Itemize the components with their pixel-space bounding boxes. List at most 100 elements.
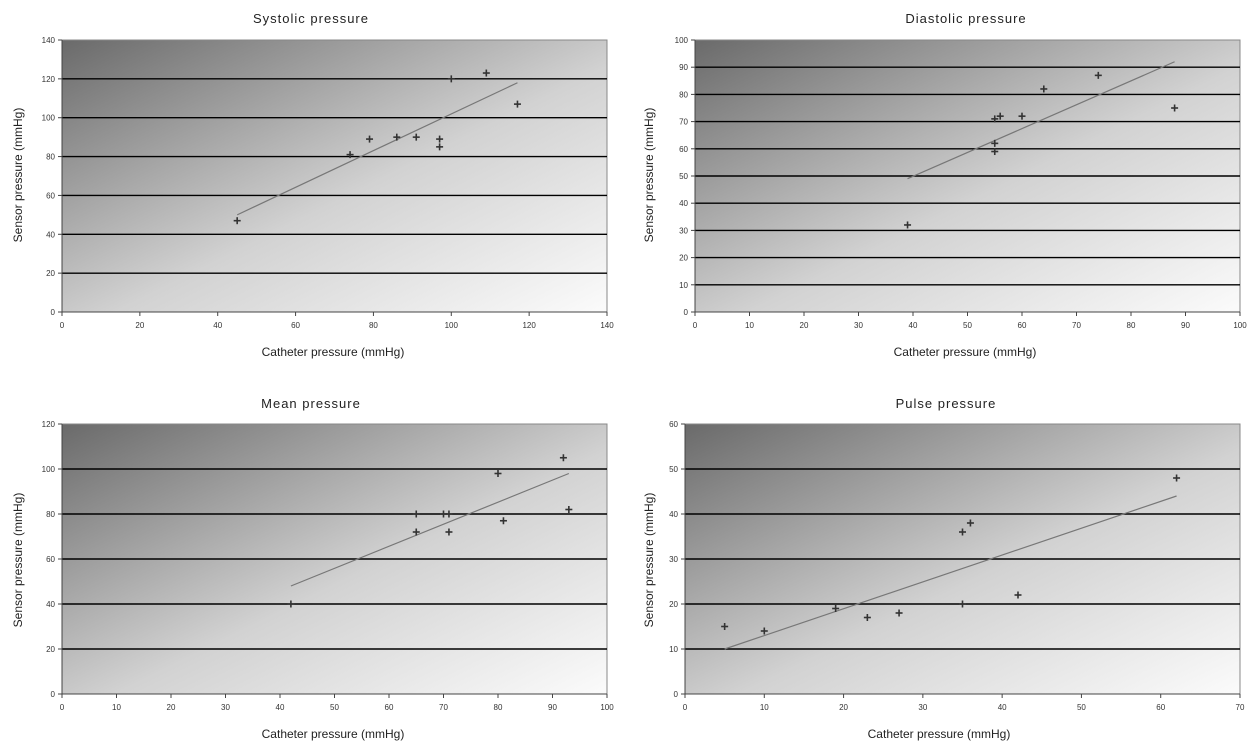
x-axis-label: Catheter pressure (mmHg): [262, 345, 405, 359]
data-point: [959, 528, 966, 536]
data-point: [1014, 591, 1022, 599]
x-tick-label: 20: [800, 321, 809, 330]
x-axis-label: Catheter pressure (mmHg): [894, 345, 1037, 359]
data-point: [494, 470, 502, 477]
x-tick-label: 90: [1181, 321, 1190, 330]
data-point: [513, 100, 521, 108]
x-tick-label: 70: [439, 703, 448, 712]
y-tick-label: 10: [669, 645, 678, 654]
y-tick-label: 40: [669, 510, 678, 519]
data-point: [895, 609, 903, 617]
data-point: [1040, 85, 1048, 93]
x-tick-label: 80: [1127, 321, 1136, 330]
y-tick-label: 120: [42, 75, 56, 84]
x-tick-label: 60: [291, 321, 300, 330]
data-point: [966, 519, 974, 527]
data-point: [412, 510, 420, 518]
x-tick-label: 0: [693, 321, 698, 330]
x-axis-label: Catheter pressure (mmHg): [868, 727, 1011, 741]
data-point: [832, 605, 840, 612]
data-point: [445, 510, 453, 518]
data-point: [559, 454, 567, 462]
data-point: [499, 517, 507, 525]
y-tick-label: 20: [669, 600, 678, 609]
x-tick-label: 100: [445, 321, 459, 330]
x-tick-label: 70: [1236, 703, 1245, 712]
y-tick-label: 60: [669, 420, 678, 429]
x-tick-label: 60: [385, 703, 394, 712]
x-tick-label: 40: [213, 321, 222, 330]
y-axis-label: Sensor pressure (mmHg): [642, 493, 656, 628]
y-tick-label: 10: [679, 281, 688, 290]
data-point: [904, 221, 912, 229]
x-tick-label: 40: [276, 703, 285, 712]
data-point: [436, 143, 444, 151]
data-point: [287, 600, 295, 608]
data-point: [721, 623, 729, 630]
x-tick-label: 10: [112, 703, 121, 712]
x-tick-label: 80: [494, 703, 503, 712]
x-tick-label: 140: [600, 321, 614, 330]
data-point: [233, 217, 241, 225]
data-point: [482, 69, 490, 77]
y-tick-label: 50: [669, 465, 678, 474]
chart-diastolic: Diastolic pressure Catheter pressure (mm…: [625, 0, 1250, 373]
chart-systolic: Systolic pressure Catheter pressure (mmH…: [0, 0, 625, 373]
x-tick-label: 100: [600, 703, 614, 712]
x-tick-label: 10: [760, 703, 769, 712]
y-tick-label: 90: [679, 63, 688, 72]
x-tick-label: 90: [548, 703, 557, 712]
data-point: [445, 528, 453, 536]
x-tick-label: 0: [60, 321, 65, 330]
y-tick-label: 80: [679, 90, 688, 99]
y-tick-label: 30: [679, 226, 688, 235]
trendline: [236, 82, 518, 216]
y-tick-label: 120: [42, 420, 56, 429]
plot-area: [61, 39, 608, 313]
x-tick-label: 20: [135, 321, 144, 330]
x-tick-label: 30: [221, 703, 230, 712]
y-tick-label: 60: [679, 145, 688, 154]
data-point: [346, 151, 354, 159]
data-point: [393, 133, 401, 141]
x-tick-label: 100: [1233, 321, 1247, 330]
trendline: [907, 61, 1175, 180]
y-tick-label: 0: [674, 690, 679, 699]
x-tick-label: 50: [1077, 703, 1086, 712]
x-tick-label: 50: [963, 321, 972, 330]
y-tick-label: 40: [46, 600, 55, 609]
chart-pulse-svg: Pulse pressure Catheter pressure (mmHg) …: [642, 396, 1245, 741]
x-tick-label: 20: [167, 703, 176, 712]
data-point: [366, 135, 374, 143]
x-tick-label: 60: [1018, 321, 1027, 330]
x-tick-label: 10: [745, 321, 754, 330]
y-tick-label: 30: [669, 555, 678, 564]
y-axis-label: Sensor pressure (mmHg): [642, 108, 656, 243]
chart-title: Systolic pressure: [253, 11, 369, 26]
trendline: [290, 472, 570, 587]
data-point: [760, 627, 768, 635]
y-axis-label: Sensor pressure (mmHg): [11, 493, 25, 628]
chart-title: Diastolic pressure: [905, 11, 1026, 26]
x-axis-label: Catheter pressure (mmHg): [262, 727, 405, 741]
y-tick-label: 40: [679, 199, 688, 208]
x-tick-label: 40: [909, 321, 918, 330]
y-tick-label: 20: [46, 269, 55, 278]
y-tick-label: 100: [42, 465, 56, 474]
y-tick-label: 80: [46, 510, 55, 519]
x-tick-label: 120: [522, 321, 536, 330]
data-point: [959, 600, 966, 608]
x-tick-label: 30: [854, 321, 863, 330]
chart-title: Pulse pressure: [896, 396, 997, 411]
data-point: [991, 115, 999, 123]
data-point: [412, 133, 420, 141]
data-point: [1173, 474, 1181, 482]
data-point: [436, 135, 444, 143]
y-tick-label: 40: [46, 230, 55, 239]
y-tick-label: 60: [46, 191, 55, 200]
data-point: [412, 528, 420, 536]
data-point: [863, 614, 871, 621]
chart-systolic-svg: Systolic pressure Catheter pressure (mmH…: [11, 11, 614, 359]
x-tick-label: 60: [1156, 703, 1165, 712]
chart-mean: Mean pressure Catheter pressure (mmHg) S…: [0, 374, 625, 747]
